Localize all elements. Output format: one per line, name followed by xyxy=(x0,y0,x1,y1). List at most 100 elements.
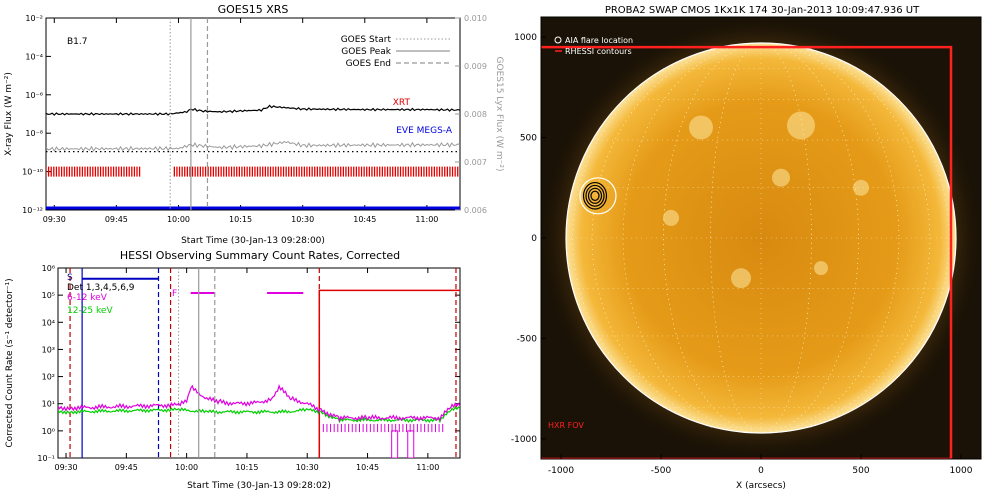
swap-fov-label: HXR FOV xyxy=(548,421,584,430)
goes-xlabel: Start Time (30-Jan-13 09:28:00) xyxy=(181,236,325,246)
hessi-xtick-label: 10:30 xyxy=(296,463,319,472)
hessi-xticks: 09:30 09:45 10:00 10:15 10:30 10:45 11:00 xyxy=(55,268,439,472)
hessi-attenuator-line xyxy=(318,289,460,458)
hessi-count-rate-chart: HESSI Observing Summary Count Rates, Cor… xyxy=(5,249,461,491)
swap-active-region xyxy=(787,111,815,140)
goes-xticks: 09:30 09:45 10:00 10:15 10:30 10:45 11:00 xyxy=(43,18,438,224)
swap-legend: AIA flare location RHESSI contours xyxy=(554,36,633,56)
hessi-night-marks xyxy=(69,268,457,458)
goes-xtick-label: 10:45 xyxy=(353,215,376,224)
goes-label-eve: EVE MEGS-A xyxy=(396,126,453,136)
hessi-xtick-label: 11:00 xyxy=(416,463,439,472)
swap-active-region xyxy=(663,209,679,226)
goes-ytick-label: 10⁻¹² xyxy=(22,206,43,215)
goes-ylabel-right: GOES15 Lyx Flux (W m⁻²) xyxy=(494,57,504,172)
hessi-low-ticks xyxy=(322,423,444,458)
goes-ytick-right-label: 0.006 xyxy=(464,206,487,215)
swap-xtick-label: 0 xyxy=(758,466,764,476)
swap-rhessi-contour xyxy=(587,187,603,204)
hessi-ytick-label: 10⁵ xyxy=(42,291,55,300)
goes-legend-peak: GOES Peak xyxy=(341,47,391,57)
swap-ytick-label: 0 xyxy=(531,234,537,244)
swap-active-regions xyxy=(663,111,869,289)
goes-ytick-right-label: 0.009 xyxy=(464,62,487,71)
swap-xlabel: X (arcsecs) xyxy=(736,481,786,491)
swap-rhessi-contour xyxy=(590,190,600,202)
swap-active-region xyxy=(772,168,790,187)
swap-rhessi-contours xyxy=(582,181,608,210)
swap-ytick-label: -500 xyxy=(517,334,538,344)
swap-ytick-label: 1000 xyxy=(514,33,537,43)
goes-ytick-label: 10⁻⁴ xyxy=(25,52,43,61)
hessi-xtick-label: 10:15 xyxy=(235,463,258,472)
swap-active-region xyxy=(853,179,869,196)
goes-xtick-label: 10:00 xyxy=(167,215,190,224)
swap-xtick-label: -1000 xyxy=(548,466,574,476)
swap-legend-aia: AIA flare location xyxy=(565,36,633,45)
goes-ytick-label: 10⁻⁸ xyxy=(25,129,43,138)
goes-xtick-label: 09:30 xyxy=(43,215,66,224)
hessi-xlabel: Start Time (30-Jan-13 09:28:02) xyxy=(187,481,331,491)
hessi-ytick-label: 10⁻¹ xyxy=(37,454,55,463)
swap-grid-longitude xyxy=(663,42,859,434)
hessi-series-6-12kev xyxy=(58,383,460,423)
hessi-legend-det: Det 1,3,4,5,6,9 xyxy=(67,283,135,293)
hessi-legend-12-25kev: 12-25 keV xyxy=(67,306,113,316)
hessi-xtick-label: 10:45 xyxy=(356,463,379,472)
swap-title: PROBA2 SWAP CMOS 1Kx1K 174 30-Jan-2013 1… xyxy=(605,5,920,16)
hessi-ytick-label: 10⁶ xyxy=(42,264,55,273)
hessi-ytick-label: 10⁰ xyxy=(42,427,55,436)
goes-xtick-label: 09:45 xyxy=(105,215,128,224)
swap-rhessi-contour xyxy=(582,181,608,210)
hessi-plot-frame xyxy=(57,267,461,459)
goes-right-yticks: 0.006 0.007 0.008 0.009 0.010 xyxy=(455,14,487,215)
swap-active-region xyxy=(731,268,751,289)
goes-xtick-label: 10:15 xyxy=(229,215,252,224)
swap-active-region xyxy=(814,261,828,276)
swap-solar-image: PROBA2 SWAP CMOS 1Kx1K 174 30-Jan-2013 1… xyxy=(511,5,982,491)
goes-ytick-right-label: 0.007 xyxy=(464,158,487,167)
goes-ytick-label: 10⁻² xyxy=(25,14,43,23)
goes-ytick-label: 10⁻⁶ xyxy=(25,91,43,100)
goes-ytick-right-label: 0.008 xyxy=(464,110,487,119)
goes-ytick-label: 10⁻¹⁰ xyxy=(22,168,43,177)
hessi-yticks: 10⁻¹ 10⁰ 10¹ 10² 10³ 10⁴ 10⁵ 10⁶ xyxy=(37,264,460,463)
swap-hxr-fov xyxy=(541,45,953,459)
hessi-xtick-label: 09:30 xyxy=(55,463,78,472)
goes-ylabel-left: X-ray Flux (W m⁻²) xyxy=(4,72,14,156)
goes-legend-start: GOES Start xyxy=(341,35,392,45)
goes-title: GOES15 XRS xyxy=(218,3,289,16)
hessi-ytick-label: 10² xyxy=(42,373,55,382)
goes-class-label: B1.7 xyxy=(67,37,88,47)
goes-xtick-label: 11:00 xyxy=(415,215,438,224)
goes-xrs-chart: GOES15 XRS B1.7 10⁻¹²10⁻¹⁰10⁻⁸10⁻⁶10⁻⁴10… xyxy=(4,3,504,246)
swap-yticks: -1000 -500 0 500 1000 xyxy=(511,33,546,445)
goes-xtick-label: 10:30 xyxy=(291,215,314,224)
swap-legend-aia-symbol xyxy=(554,36,562,44)
swap-rhessi-contour xyxy=(585,184,605,207)
swap-xticks: -1000 -500 0 500 1000 xyxy=(548,454,973,476)
goes-series-long xyxy=(46,104,460,116)
hessi-ytick-label: 10¹ xyxy=(42,400,55,409)
hessi-xtick-label: 09:45 xyxy=(115,463,138,472)
goes-left-yticks: 10⁻¹² 10⁻¹⁰ 10⁻⁸ 10⁻⁶ 10⁻⁴ 10⁻² xyxy=(22,14,51,215)
swap-ytick-label: 500 xyxy=(520,134,537,144)
goes-xrt-coverage xyxy=(46,166,459,177)
goes-label-xrt: XRT xyxy=(393,98,411,108)
hessi-ylabel: Corrected Count Rate (s⁻¹ detector⁻¹) xyxy=(5,278,15,447)
goes-legend: GOES Start GOES Peak GOES End xyxy=(341,35,450,69)
swap-ytick-label: -1000 xyxy=(511,435,537,445)
swap-limb xyxy=(565,42,957,434)
hessi-ytick-label: 10³ xyxy=(42,345,55,354)
hessi-ytick-label: 10⁴ xyxy=(42,318,55,327)
swap-aia-flare-circle xyxy=(579,177,617,215)
hessi-flag-label: F xyxy=(172,289,177,299)
swap-xtick-label: -500 xyxy=(651,466,672,476)
swap-grid-longitude xyxy=(710,42,812,434)
goes-ytick-right-label: 0.010 xyxy=(464,14,487,23)
hessi-legend: S Det 1,3,4,5,6,9 6-12 keV 12-25 keV xyxy=(67,273,135,316)
swap-xtick-label: 1000 xyxy=(950,466,973,476)
hessi-low-gap xyxy=(391,430,399,458)
goes-legend-end: GOES End xyxy=(346,59,391,69)
swap-xtick-label: 500 xyxy=(852,466,869,476)
